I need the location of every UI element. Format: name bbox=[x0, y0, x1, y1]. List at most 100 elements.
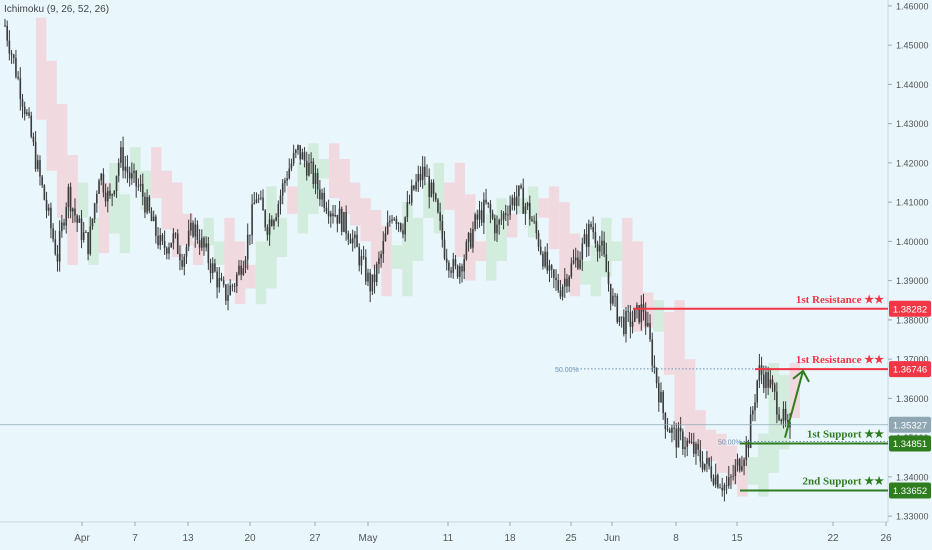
x-tick-label: 13 bbox=[182, 533, 194, 544]
candle-body bbox=[91, 218, 94, 227]
candle-body bbox=[432, 182, 435, 194]
candle-body bbox=[548, 265, 551, 271]
candle-body bbox=[15, 57, 17, 77]
candle-body bbox=[434, 193, 437, 200]
x-tick-label: Apr bbox=[74, 533, 90, 544]
candle-body bbox=[26, 112, 28, 115]
ichimoku-cloud-segment bbox=[140, 170, 152, 210]
candle-body bbox=[12, 54, 15, 58]
candle-body bbox=[553, 269, 555, 278]
y-tick-label: 1.43000 bbox=[896, 119, 929, 129]
ichimoku-cloud-segment bbox=[192, 241, 204, 265]
candle-body bbox=[168, 247, 170, 254]
candle-body bbox=[338, 208, 341, 224]
candle-body bbox=[509, 205, 511, 215]
candle-body bbox=[336, 214, 339, 224]
candle-body bbox=[262, 197, 264, 211]
candle-body bbox=[161, 235, 164, 241]
level-label-resistance: 1st Resistance ★★ bbox=[796, 354, 884, 366]
candle-body bbox=[362, 256, 365, 258]
candle-body bbox=[620, 316, 623, 318]
candle-body bbox=[106, 190, 109, 202]
candle-body bbox=[126, 166, 129, 173]
candle-body bbox=[644, 311, 647, 327]
candle-body bbox=[281, 183, 284, 196]
candle-body bbox=[45, 199, 48, 211]
candle-body bbox=[710, 466, 713, 479]
candle-body bbox=[238, 265, 240, 275]
candle-body bbox=[592, 226, 595, 233]
y-tick-label: 1.40000 bbox=[896, 237, 929, 247]
candle-body bbox=[721, 487, 724, 491]
candle-body bbox=[472, 229, 474, 248]
candle-body bbox=[708, 458, 710, 467]
candle-body bbox=[692, 442, 695, 454]
candle-body bbox=[533, 221, 535, 222]
candle-body bbox=[205, 243, 207, 248]
candle-body bbox=[572, 260, 575, 264]
candle-body bbox=[397, 223, 400, 225]
candle-body bbox=[382, 241, 385, 255]
candle-body bbox=[314, 172, 317, 184]
candle-body bbox=[170, 242, 172, 248]
candle-body bbox=[120, 147, 122, 163]
candle-body bbox=[625, 311, 627, 334]
candle-body bbox=[89, 226, 92, 254]
ichimoku-cloud-segment bbox=[381, 225, 392, 297]
candle-body bbox=[268, 219, 271, 235]
y-tick-label: 1.36000 bbox=[896, 394, 929, 404]
candle-body bbox=[227, 295, 229, 301]
candle-body bbox=[448, 262, 450, 271]
candle-body bbox=[459, 266, 461, 277]
candle-body bbox=[666, 429, 669, 430]
ichimoku-cloud-segment bbox=[705, 429, 717, 462]
candle-body bbox=[747, 441, 750, 449]
candle-body bbox=[664, 412, 667, 430]
candle-body bbox=[358, 247, 361, 266]
candle-body bbox=[653, 365, 656, 369]
candle-body bbox=[58, 231, 61, 262]
candle-body bbox=[386, 222, 389, 234]
candle-body bbox=[456, 265, 459, 277]
candle-body bbox=[196, 224, 199, 241]
fib-label: 50.00% bbox=[555, 367, 579, 374]
candle-body bbox=[369, 272, 371, 292]
level-price-tag bbox=[889, 435, 931, 452]
candle-body bbox=[207, 243, 210, 264]
candle-body bbox=[732, 476, 734, 477]
ichimoku-cloud-segment bbox=[318, 158, 329, 179]
candle-body bbox=[491, 213, 494, 219]
ichimoku-cloud-segment bbox=[297, 162, 309, 234]
candle-body bbox=[76, 215, 78, 223]
candle-body bbox=[96, 193, 98, 204]
candle-body bbox=[421, 166, 424, 181]
candle-body bbox=[305, 160, 308, 176]
candle-body bbox=[371, 274, 374, 292]
level-label-resistance: 1st Resistance ★★ bbox=[796, 294, 884, 306]
candle-body bbox=[526, 202, 529, 207]
y-tick-label: 1.38000 bbox=[896, 315, 929, 325]
x-tick-label: 22 bbox=[827, 533, 839, 544]
candle-body bbox=[609, 283, 612, 304]
ichimoku-cloud-segment bbox=[245, 264, 256, 289]
candle-body bbox=[111, 194, 113, 196]
candle-body bbox=[334, 214, 336, 217]
candle-body bbox=[113, 190, 116, 195]
candle-body bbox=[426, 175, 428, 177]
candle-body bbox=[104, 192, 107, 202]
candle-body bbox=[555, 277, 557, 281]
ichimoku-cloud-segment bbox=[360, 198, 371, 242]
candle-body bbox=[406, 202, 409, 218]
candle-body bbox=[631, 321, 634, 327]
candle-body bbox=[745, 441, 748, 460]
ichimoku-cloud-segment bbox=[611, 241, 623, 261]
candle-body bbox=[695, 443, 697, 454]
candle-body bbox=[712, 478, 715, 485]
ichimoku-cloud-segment bbox=[768, 363, 780, 473]
candle-body bbox=[354, 234, 356, 238]
candle-body bbox=[773, 384, 776, 392]
ichimoku-cloud-segment bbox=[35, 17, 47, 120]
candle-body bbox=[601, 240, 603, 246]
candle-body bbox=[290, 163, 293, 169]
